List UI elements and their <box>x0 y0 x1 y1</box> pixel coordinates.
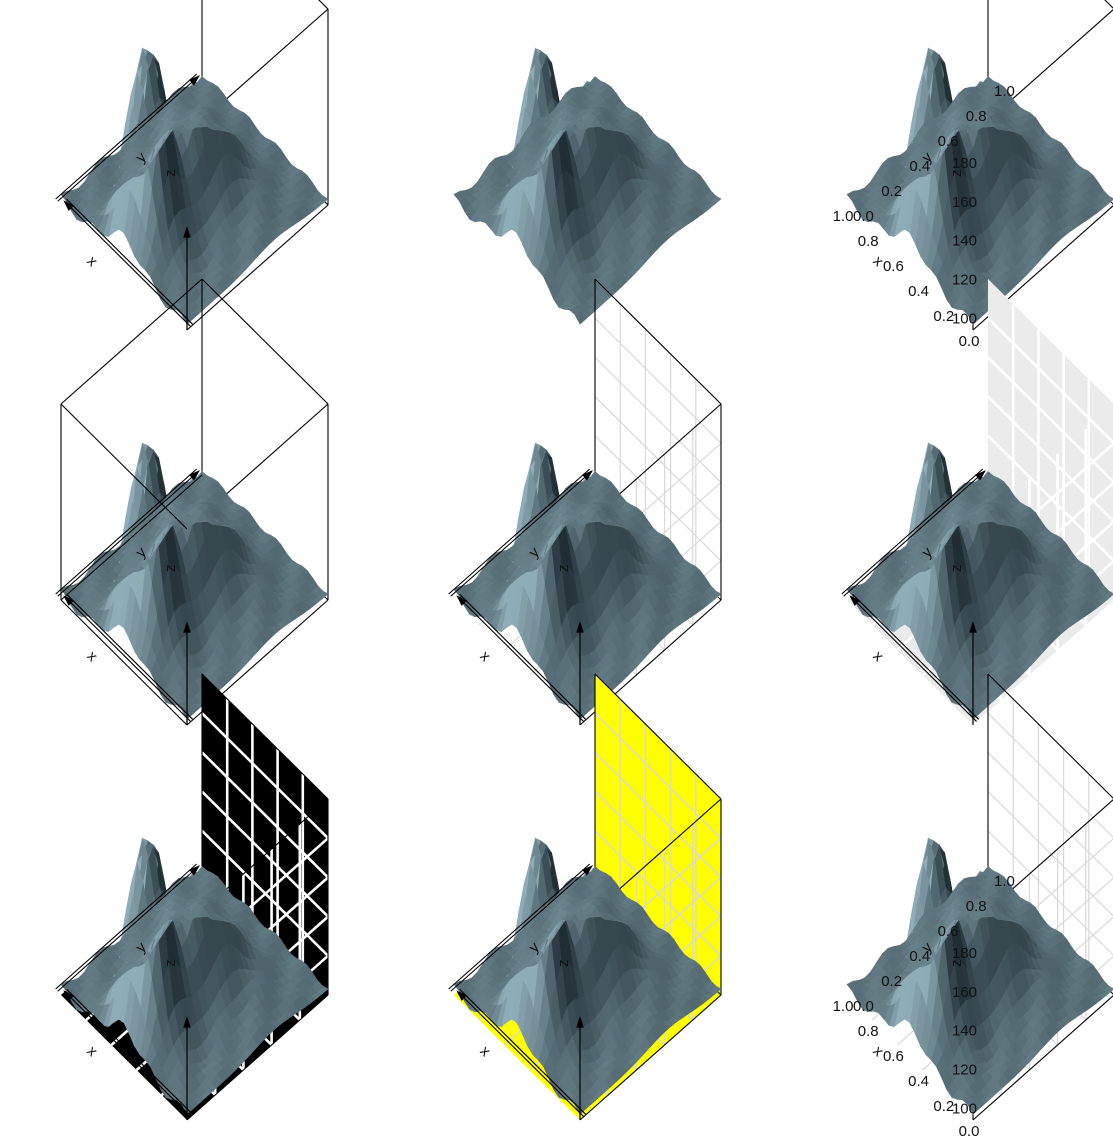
gridline <box>987 712 1113 839</box>
y-tick-label: 0.8 <box>966 108 987 125</box>
z-axis-label: z <box>948 564 965 572</box>
axis-line <box>64 201 191 327</box>
x-axis-label: x <box>83 648 101 666</box>
axis-line <box>66 198 194 325</box>
z-axis-label: z <box>162 169 179 177</box>
axis-arrowhead <box>63 200 74 211</box>
surface-panel: xyz <box>55 0 329 331</box>
gridline <box>594 356 722 483</box>
surface <box>60 47 329 325</box>
z-tick-label: 140 <box>952 233 977 250</box>
surface-panel: xyz <box>448 278 722 726</box>
z-axis-label: z <box>162 564 179 572</box>
y-tick-label: 0.6 <box>938 133 959 150</box>
z-tick-label: 120 <box>952 272 977 289</box>
z-tick-label: 160 <box>952 194 977 211</box>
axis-line <box>57 75 200 202</box>
z-tick-label: 100 <box>952 310 977 327</box>
x-tick-label: 1.0 <box>833 208 854 225</box>
axis-line <box>55 73 198 200</box>
x-tick-label: 0.6 <box>883 258 904 275</box>
box-edge <box>594 278 722 405</box>
x-axis-label: x <box>83 1043 101 1061</box>
x-axis-label: x <box>476 1043 494 1061</box>
surface <box>846 47 1113 325</box>
box-edge <box>60 278 203 405</box>
axis-arrowhead <box>183 226 191 238</box>
box-edge <box>987 673 1113 799</box>
box-edge <box>1104 0 1113 9</box>
surface-facet <box>453 190 466 202</box>
box-edge <box>318 0 329 10</box>
surface-panel: xyz <box>448 673 722 1121</box>
y-tick-label: 0.2 <box>881 183 902 200</box>
axis-arrows <box>55 73 201 330</box>
x-tick-label: 0.4 <box>908 283 929 300</box>
z-axis-label: z <box>555 564 572 572</box>
z-axis-label: z <box>162 959 179 967</box>
x-tick-label: 0.8 <box>858 233 879 250</box>
y-tick-label: 0.4 <box>909 158 930 175</box>
x-axis-label: x <box>83 253 101 271</box>
x-axis-label: x <box>869 648 887 666</box>
surface-panel: xyz <box>55 278 329 726</box>
gridline <box>987 751 1113 878</box>
axis-arrowhead <box>189 75 201 86</box>
box-edge <box>201 278 329 405</box>
surface-panel: xyz <box>55 673 329 1121</box>
x-tick-label: 0.0 <box>959 333 980 350</box>
z-tick-label: 180 <box>952 155 977 172</box>
x-axis-label: x <box>476 648 494 666</box>
gridline <box>594 317 722 444</box>
box-edge <box>60 403 188 530</box>
z-axis-label: z <box>555 959 572 967</box>
box-edge <box>186 204 329 331</box>
y-tick-label: 1.0 <box>994 83 1015 100</box>
surface-panel <box>453 47 722 325</box>
surface <box>60 442 329 720</box>
surface <box>453 47 722 325</box>
surface <box>453 442 722 720</box>
y-tick-label: 0.0 <box>853 208 874 225</box>
